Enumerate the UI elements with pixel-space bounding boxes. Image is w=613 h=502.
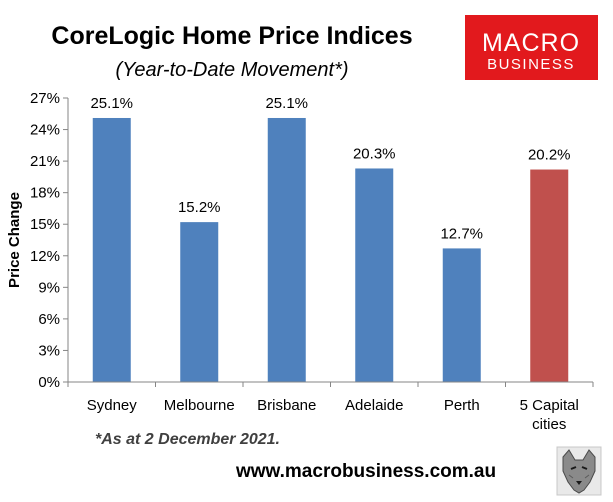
y-tick-label: 0%: [38, 374, 60, 391]
footnote: *As at 2 December 2021.: [95, 431, 280, 448]
wolf-icon: [556, 446, 602, 496]
y-tick-label: 6%: [38, 311, 60, 328]
website-url: www.macrobusiness.com.au: [235, 461, 496, 482]
chart-title: CoreLogic Home Price Indices: [51, 22, 412, 50]
x-tick-label: Brisbane: [257, 397, 316, 414]
data-label: 12.7%: [440, 225, 483, 242]
y-tick-label: 27%: [30, 90, 60, 107]
y-tick-label: 15%: [30, 216, 60, 233]
y-tick-label: 24%: [30, 122, 60, 139]
x-tick-label-line: Melbourne: [164, 397, 235, 414]
data-label: 25.1%: [90, 95, 133, 112]
bar: [530, 169, 569, 382]
bar: [442, 248, 481, 382]
x-tick-label: Melbourne: [164, 397, 235, 414]
bar: [267, 117, 306, 383]
y-tick-label: 3%: [38, 342, 60, 359]
x-tick-label: Adelaide: [345, 397, 403, 414]
logo-line2: BUSINESS: [487, 56, 575, 73]
x-tick-label-line: Brisbane: [257, 397, 316, 414]
x-tick-label-line: cities: [532, 416, 566, 433]
bar: [180, 222, 219, 382]
logo-background: [465, 15, 598, 80]
data-label: 20.3%: [353, 145, 396, 162]
x-tick-label-line: Perth: [444, 397, 480, 414]
y-tick-label: 9%: [38, 279, 60, 296]
x-tick-label: Perth: [444, 397, 480, 414]
y-tick-label: 12%: [30, 248, 60, 265]
y-tick-label: 21%: [30, 153, 60, 170]
y-axis: 0% 3% 6% 9% 12% 15% 18% 21% 24% 27%: [30, 90, 69, 391]
y-tick-label: 18%: [30, 185, 60, 202]
data-label: 25.1%: [265, 95, 308, 112]
bar: [92, 117, 131, 383]
data-labels: 25.1% 15.2% 25.1% 20.3% 12.7% 20.2%: [90, 95, 570, 242]
x-tick-label: Sydney: [87, 397, 138, 414]
bar: [355, 168, 394, 382]
chart-subtitle: (Year-to-Date Movement*): [115, 59, 348, 81]
bars: [92, 117, 569, 383]
logo-line1: MACRO: [482, 29, 580, 57]
x-tick-label-line: 5 Capital: [520, 397, 579, 414]
x-tick-label-line: Adelaide: [345, 397, 403, 414]
y-axis-label: Price Change: [6, 192, 23, 288]
x-axis: Sydney Melbourne Brisbane Adelaide Perth 5 Ca…: [67, 381, 594, 433]
data-label: 20.2%: [528, 147, 571, 164]
x-tick-label-line: Sydney: [87, 397, 138, 414]
x-tick-label: 5 Capital cities: [520, 397, 579, 433]
logo: MACRO BUSINESS: [465, 15, 598, 80]
data-label: 15.2%: [178, 199, 221, 216]
